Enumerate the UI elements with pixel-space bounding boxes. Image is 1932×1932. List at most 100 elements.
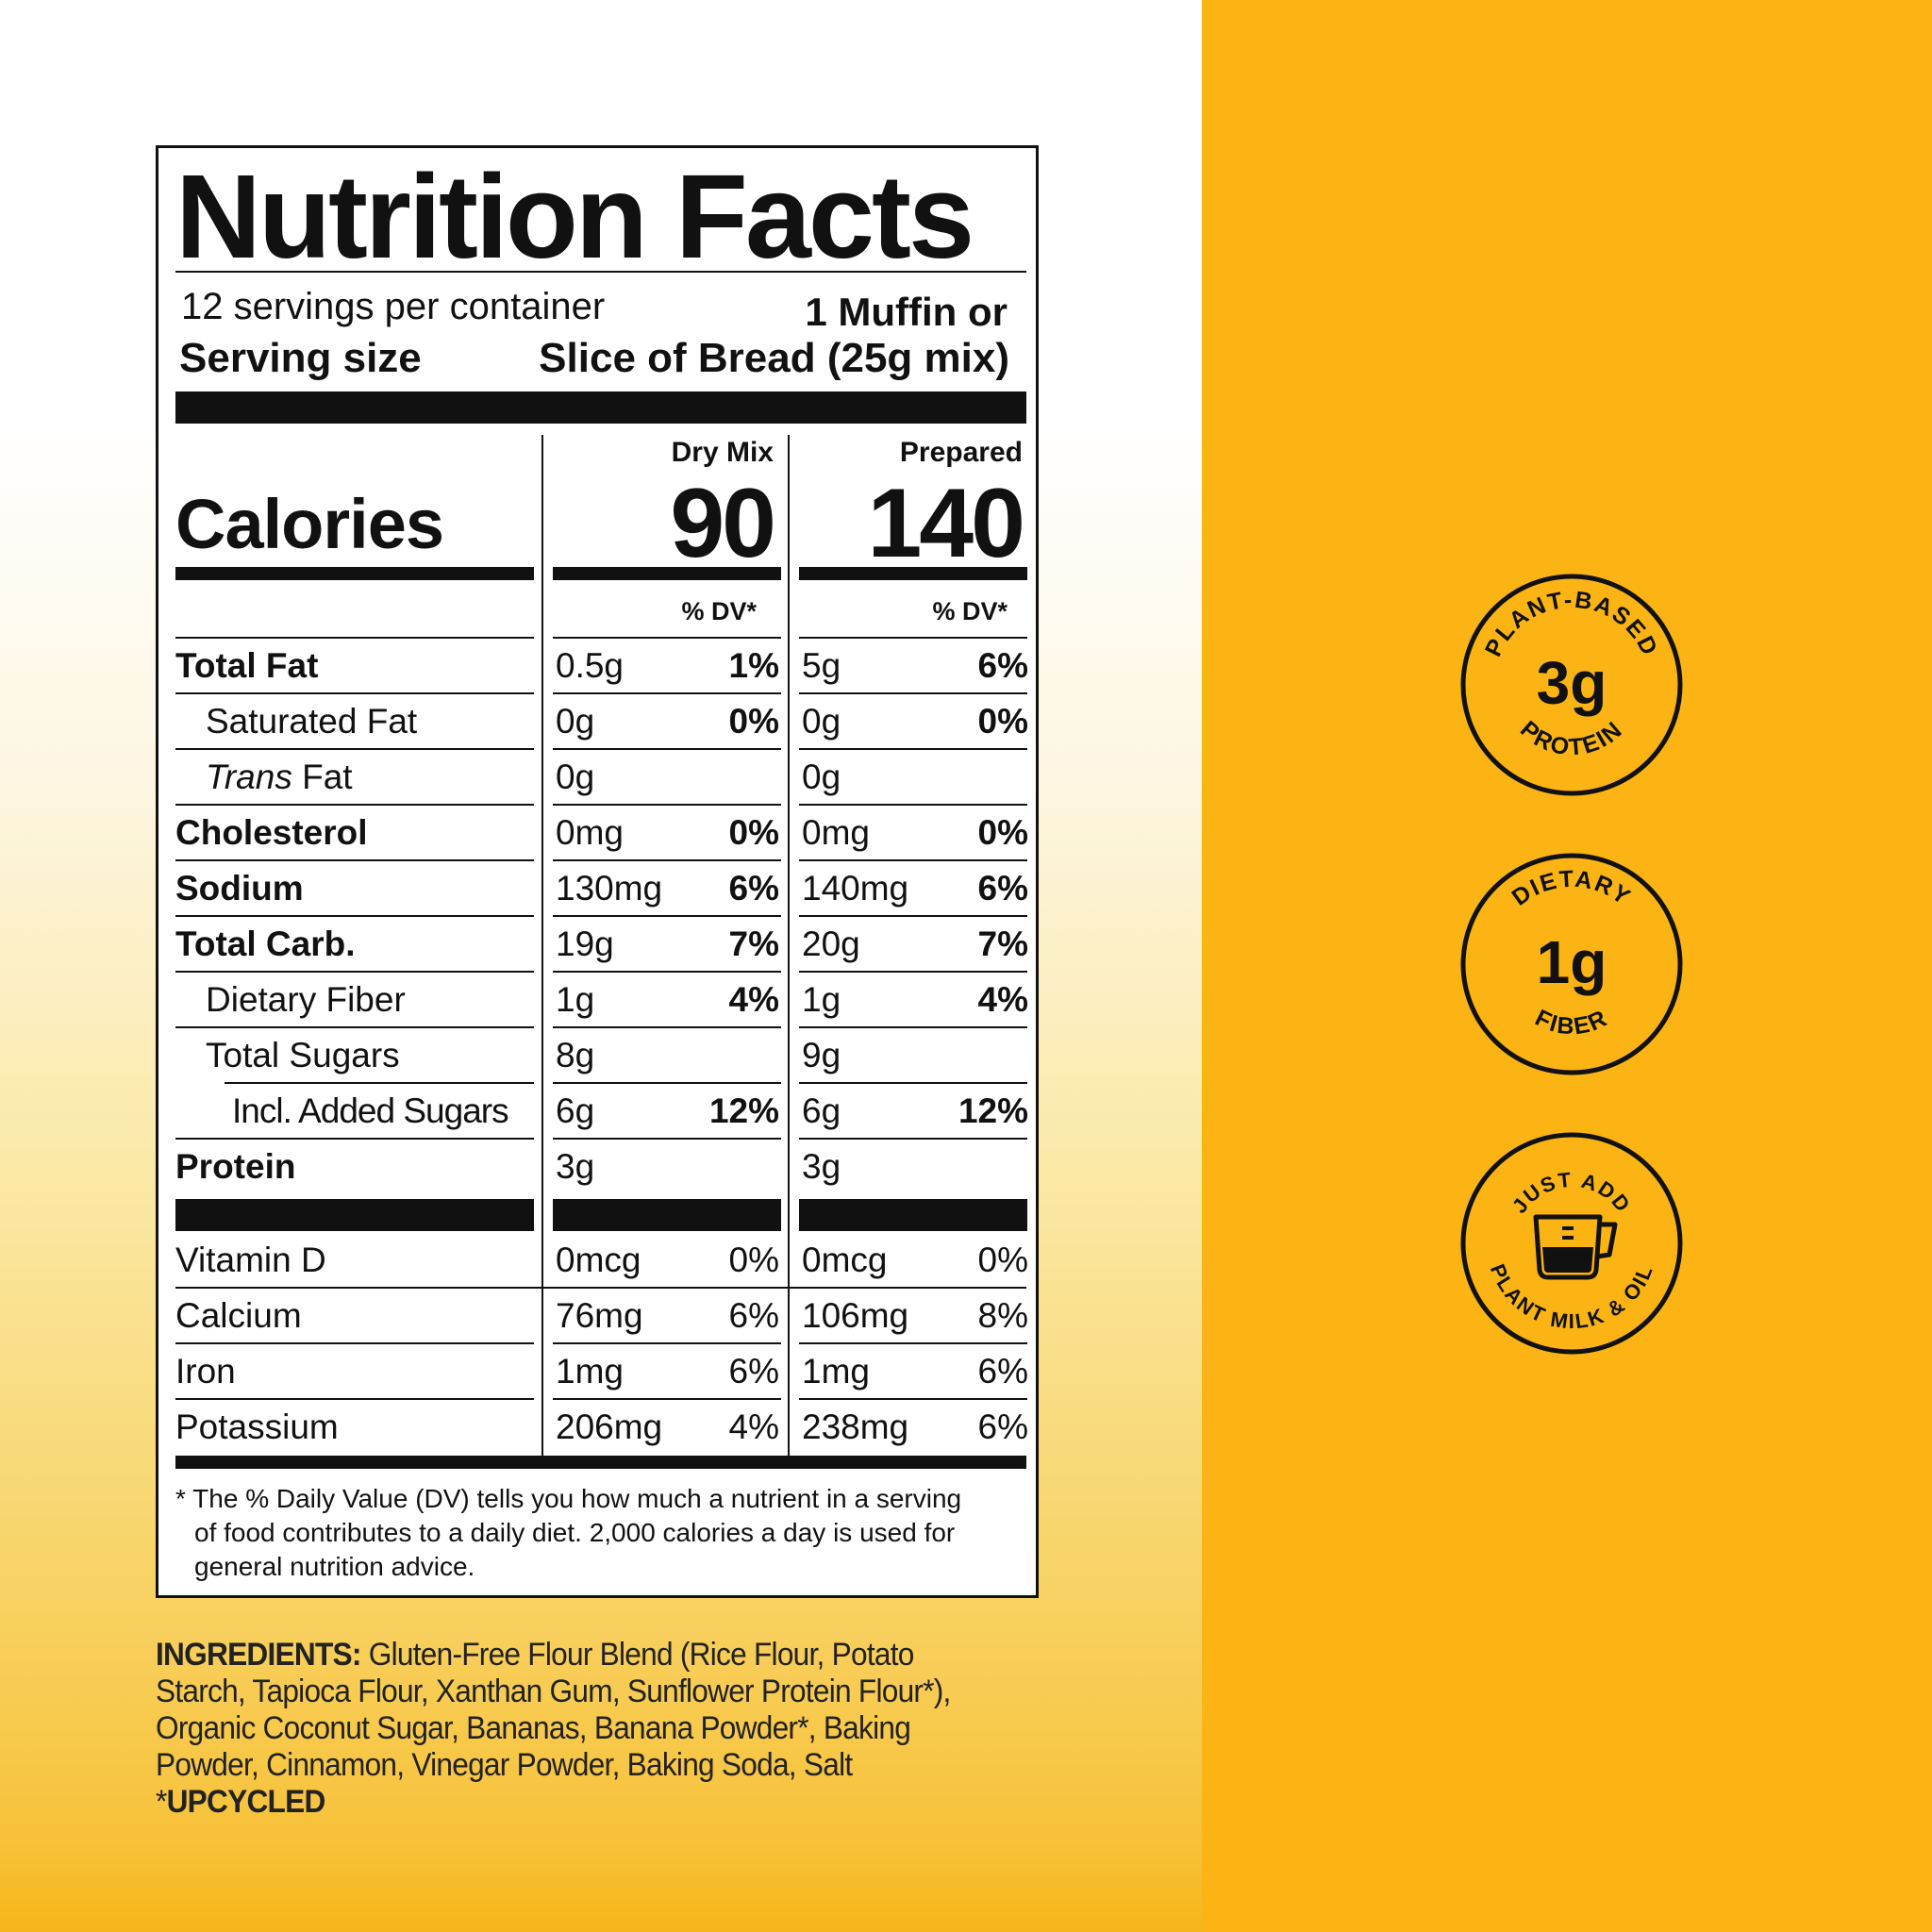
calories-bar [553,567,781,580]
dv-header-dry: % DV* [681,597,757,625]
footnote-line: * The % Daily Value (DV) tells you how m… [175,1484,962,1513]
dry-amount: 206mg [556,1407,663,1446]
dry-dv: 1% [728,646,779,685]
prepared-amount: 0g [802,702,841,741]
vitamin-row-vitamin-d: Vitamin D 0mcg 0% 0mcg 0% [158,1233,1041,1289]
bottom-bar [175,1456,1026,1469]
divider [553,637,781,639]
badge-value: 1g [1537,928,1607,996]
svg-text:JUST ADD: JUST ADD [1507,1168,1636,1218]
dry-dv: 4% [728,1407,779,1446]
nutrition-facts-title: Nutrition Facts [175,150,974,283]
right-yellow-panel [1202,0,1932,1932]
prepared-dv: 0% [977,813,1028,852]
dv-header-prepared: % DV* [932,597,1008,625]
dry-amount: 0.5g [556,646,625,685]
badge-top-text: JUST ADD [1507,1168,1634,1218]
prepared-amount: 3g [802,1147,841,1186]
column-divider [788,435,790,1456]
prepared-dv: 7% [977,924,1028,963]
svg-text:FIBER: FIBER [1531,1005,1612,1041]
nutrient-row-total-carb: Total Carb. 19g 7% 20g 7% [158,917,1041,973]
ingredients-statement: INGREDIENTS: Gluten-Free Flour Blend (Ri… [156,1637,980,1821]
nutrient-name: Protein [175,1147,296,1186]
dry-amount: 76mg [556,1296,643,1335]
dry-dv: 7% [728,924,779,963]
prepared-dv: 12% [958,1091,1028,1130]
divider [175,637,534,639]
thick-divider [175,391,1026,424]
vitamin-name: Calcium [175,1296,302,1335]
dry-amount: 0mg [556,813,624,852]
prepared-amount: 0mg [802,813,870,852]
vitamin-row-potassium: Potassium 206mg 4% 238mg 6% [158,1400,1041,1456]
servings-per-container: 12 servings per container [181,286,606,327]
prepared-dv: 6% [977,1352,1028,1391]
prepared-dv: 4% [977,980,1028,1019]
badge-top-text: DIETARY [1507,866,1635,911]
upcycled-note: UPCYCLED [166,1784,326,1820]
prepared-dv: 0% [977,1241,1028,1279]
dry-dv: 6% [728,1352,779,1391]
badge-bottom-text: FIBER [1531,1005,1610,1041]
nutrient-name: Total Sugars [206,1036,400,1074]
divider [175,271,1026,273]
vitamin-name: Iron [175,1352,236,1391]
dry-amount: 130mg [556,869,663,908]
dry-amount: 6g [556,1091,595,1130]
dry-amount: 1g [556,980,595,1019]
protein-badge: PLANT-BASED 3g PROTEIN [1460,574,1683,796]
nutrition-facts-label: Nutrition Facts 12 servings per containe… [156,145,1039,1598]
dry-dv: 0% [728,813,779,852]
nutrient-name: Trans Fat [206,758,353,797]
daily-value-footnote: * The % Daily Value (DV) tells you how m… [175,1482,1024,1584]
calories-bar [175,567,534,580]
calories-prepared: 140 [867,469,1025,578]
nutrient-row-cholesterol: Cholesterol 0mg 0% 0mg 0% [158,806,1041,861]
prepared-amount: 0mcg [802,1241,888,1279]
calories-bar [799,567,1027,580]
nutrient-row-total-fat: Total Fat 0.5g 1% 5g 6% [158,639,1041,694]
prepared-dv: 8% [977,1296,1028,1335]
nutrient-row-protein: Protein 3g 3g [158,1140,1041,1195]
dry-amount: 3g [556,1147,595,1186]
divider [799,637,1027,639]
serving-size-value-line2: Slice of Bread (25g mix) [539,335,1009,381]
prepared-amount: 0g [802,758,841,796]
prepared-dv: 6% [977,869,1028,908]
nutrient-row-total-sugars: Total Sugars 8g 9g [158,1028,1041,1084]
prepared-amount: 5g [802,646,841,685]
vitamin-name: Potassium [175,1407,339,1446]
calories-dry-mix: 90 [670,469,776,578]
prepared-amount: 9g [802,1036,841,1074]
column-divider [541,435,543,1456]
prepared-amount: 106mg [802,1296,909,1335]
ingredients-heading: INGREDIENTS: [156,1637,361,1673]
prepared-dv: 0% [977,702,1028,741]
prepared-amount: 6g [802,1091,841,1130]
fiber-badge: DIETARY 1g FIBER [1460,853,1683,1075]
thick-divider [799,1199,1027,1231]
vitamin-name: Vitamin D [175,1241,326,1279]
prepared-amount: 20g [802,924,860,963]
dry-mix-header: Dry Mix [671,437,774,468]
nutrient-name: Dietary Fiber [206,980,406,1019]
dry-dv: 4% [728,980,779,1019]
ingredients-text: Gluten-Free Flour Blend (Rice Flour, Pot… [156,1637,951,1820]
badge-value: 3g [1537,649,1607,717]
prepared-dv: 6% [977,646,1028,685]
vitamin-row-iron: Iron 1mg 6% 1mg 6% [158,1344,1041,1400]
footnote-line: of food contributes to a daily diet. 2,0… [194,1518,956,1547]
dry-dv: 0% [728,702,779,741]
just-add-badge: JUST ADD PLANT MILK & OIL [1460,1132,1683,1355]
nutrient-name: Cholesterol [175,813,368,852]
nutrient-name: Incl. Added Sugars [232,1091,509,1130]
calories-label: Calories [175,485,444,563]
trans-italic: Trans [206,758,292,796]
dry-amount: 19g [556,924,614,963]
nutrient-name: Sodium [175,869,304,908]
dry-dv: 6% [728,869,779,908]
nutrient-row-saturated-fat: Saturated Fat 0g 0% 0g 0% [158,694,1041,750]
serving-size-label: Serving size [179,335,422,381]
dry-dv: 12% [708,1091,779,1130]
